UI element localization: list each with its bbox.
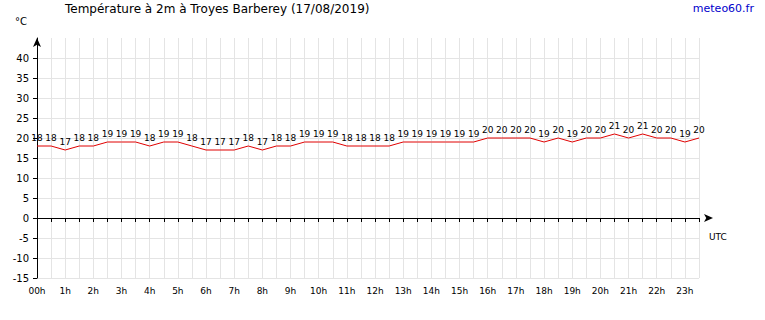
svg-text:UTC: UTC bbox=[709, 232, 727, 242]
svg-text:20: 20 bbox=[651, 125, 663, 135]
svg-text:17: 17 bbox=[214, 137, 225, 147]
svg-text:19: 19 bbox=[567, 129, 579, 139]
svg-text:21: 21 bbox=[637, 121, 648, 131]
svg-text:20: 20 bbox=[496, 125, 508, 135]
svg-text:10: 10 bbox=[16, 173, 29, 184]
svg-text:°C: °C bbox=[15, 16, 27, 27]
svg-text:19: 19 bbox=[440, 129, 452, 139]
svg-text:18h: 18h bbox=[535, 286, 552, 296]
svg-text:19: 19 bbox=[172, 129, 184, 139]
svg-text:meteo60.fr: meteo60.fr bbox=[693, 2, 755, 15]
svg-text:3h: 3h bbox=[116, 286, 127, 296]
svg-text:40: 40 bbox=[16, 53, 29, 64]
svg-text:-15: -15 bbox=[13, 273, 29, 284]
svg-text:23h: 23h bbox=[676, 286, 693, 296]
svg-text:18: 18 bbox=[88, 133, 100, 143]
svg-text:20: 20 bbox=[524, 125, 536, 135]
svg-text:Température à 2m à Troyes Barb: Température à 2m à Troyes Barberey (17/0… bbox=[64, 2, 369, 16]
svg-text:22h: 22h bbox=[648, 286, 665, 296]
svg-text:19: 19 bbox=[158, 129, 170, 139]
svg-text:0: 0 bbox=[23, 213, 29, 224]
svg-text:7h: 7h bbox=[228, 286, 239, 296]
svg-text:17: 17 bbox=[200, 137, 211, 147]
svg-text:19: 19 bbox=[538, 129, 550, 139]
svg-text:20: 20 bbox=[581, 125, 593, 135]
svg-text:20: 20 bbox=[16, 133, 29, 144]
svg-text:5: 5 bbox=[23, 193, 29, 204]
svg-text:-5: -5 bbox=[19, 233, 29, 244]
svg-text:20: 20 bbox=[693, 125, 705, 135]
svg-text:17: 17 bbox=[228, 137, 239, 147]
svg-text:20: 20 bbox=[623, 125, 635, 135]
svg-text:18: 18 bbox=[383, 133, 395, 143]
svg-text:19: 19 bbox=[468, 129, 480, 139]
svg-text:18: 18 bbox=[31, 133, 43, 143]
svg-text:15h: 15h bbox=[451, 286, 468, 296]
svg-text:30: 30 bbox=[16, 93, 29, 104]
svg-text:19: 19 bbox=[116, 129, 128, 139]
svg-text:00h: 00h bbox=[28, 286, 45, 296]
svg-text:18: 18 bbox=[285, 133, 297, 143]
svg-text:20: 20 bbox=[595, 125, 607, 135]
svg-text:15: 15 bbox=[16, 153, 29, 164]
svg-text:13h: 13h bbox=[395, 286, 412, 296]
svg-text:9h: 9h bbox=[285, 286, 296, 296]
svg-text:14h: 14h bbox=[423, 286, 440, 296]
svg-text:19: 19 bbox=[426, 129, 438, 139]
svg-text:1h: 1h bbox=[59, 286, 70, 296]
svg-text:12h: 12h bbox=[366, 286, 383, 296]
svg-text:19: 19 bbox=[679, 129, 691, 139]
svg-text:17h: 17h bbox=[507, 286, 524, 296]
svg-text:20h: 20h bbox=[592, 286, 609, 296]
svg-text:35: 35 bbox=[16, 73, 29, 84]
svg-text:8h: 8h bbox=[257, 286, 268, 296]
svg-text:5h: 5h bbox=[172, 286, 183, 296]
svg-text:17: 17 bbox=[257, 137, 268, 147]
svg-text:25: 25 bbox=[16, 113, 29, 124]
svg-text:18: 18 bbox=[45, 133, 57, 143]
svg-text:21: 21 bbox=[609, 121, 620, 131]
svg-text:-10: -10 bbox=[13, 253, 29, 264]
svg-text:19: 19 bbox=[299, 129, 311, 139]
svg-text:16h: 16h bbox=[479, 286, 496, 296]
svg-text:10h: 10h bbox=[310, 286, 327, 296]
svg-text:6h: 6h bbox=[200, 286, 211, 296]
svg-text:19: 19 bbox=[313, 129, 325, 139]
svg-text:18: 18 bbox=[243, 133, 255, 143]
svg-text:19: 19 bbox=[102, 129, 114, 139]
svg-text:19: 19 bbox=[454, 129, 466, 139]
svg-text:18: 18 bbox=[369, 133, 381, 143]
svg-text:11h: 11h bbox=[338, 286, 355, 296]
svg-text:4h: 4h bbox=[144, 286, 155, 296]
svg-text:20: 20 bbox=[510, 125, 522, 135]
svg-text:18: 18 bbox=[341, 133, 353, 143]
svg-text:21h: 21h bbox=[620, 286, 637, 296]
svg-text:18: 18 bbox=[74, 133, 86, 143]
svg-text:20: 20 bbox=[482, 125, 494, 135]
svg-text:20: 20 bbox=[552, 125, 564, 135]
svg-text:17: 17 bbox=[59, 137, 70, 147]
svg-text:18: 18 bbox=[186, 133, 198, 143]
svg-text:18: 18 bbox=[355, 133, 367, 143]
svg-text:19: 19 bbox=[327, 129, 339, 139]
svg-text:18: 18 bbox=[144, 133, 156, 143]
svg-text:20: 20 bbox=[665, 125, 677, 135]
svg-text:19h: 19h bbox=[564, 286, 581, 296]
svg-text:18: 18 bbox=[271, 133, 283, 143]
svg-text:2h: 2h bbox=[88, 286, 99, 296]
svg-text:19: 19 bbox=[130, 129, 142, 139]
svg-text:19: 19 bbox=[397, 129, 409, 139]
svg-text:19: 19 bbox=[412, 129, 424, 139]
